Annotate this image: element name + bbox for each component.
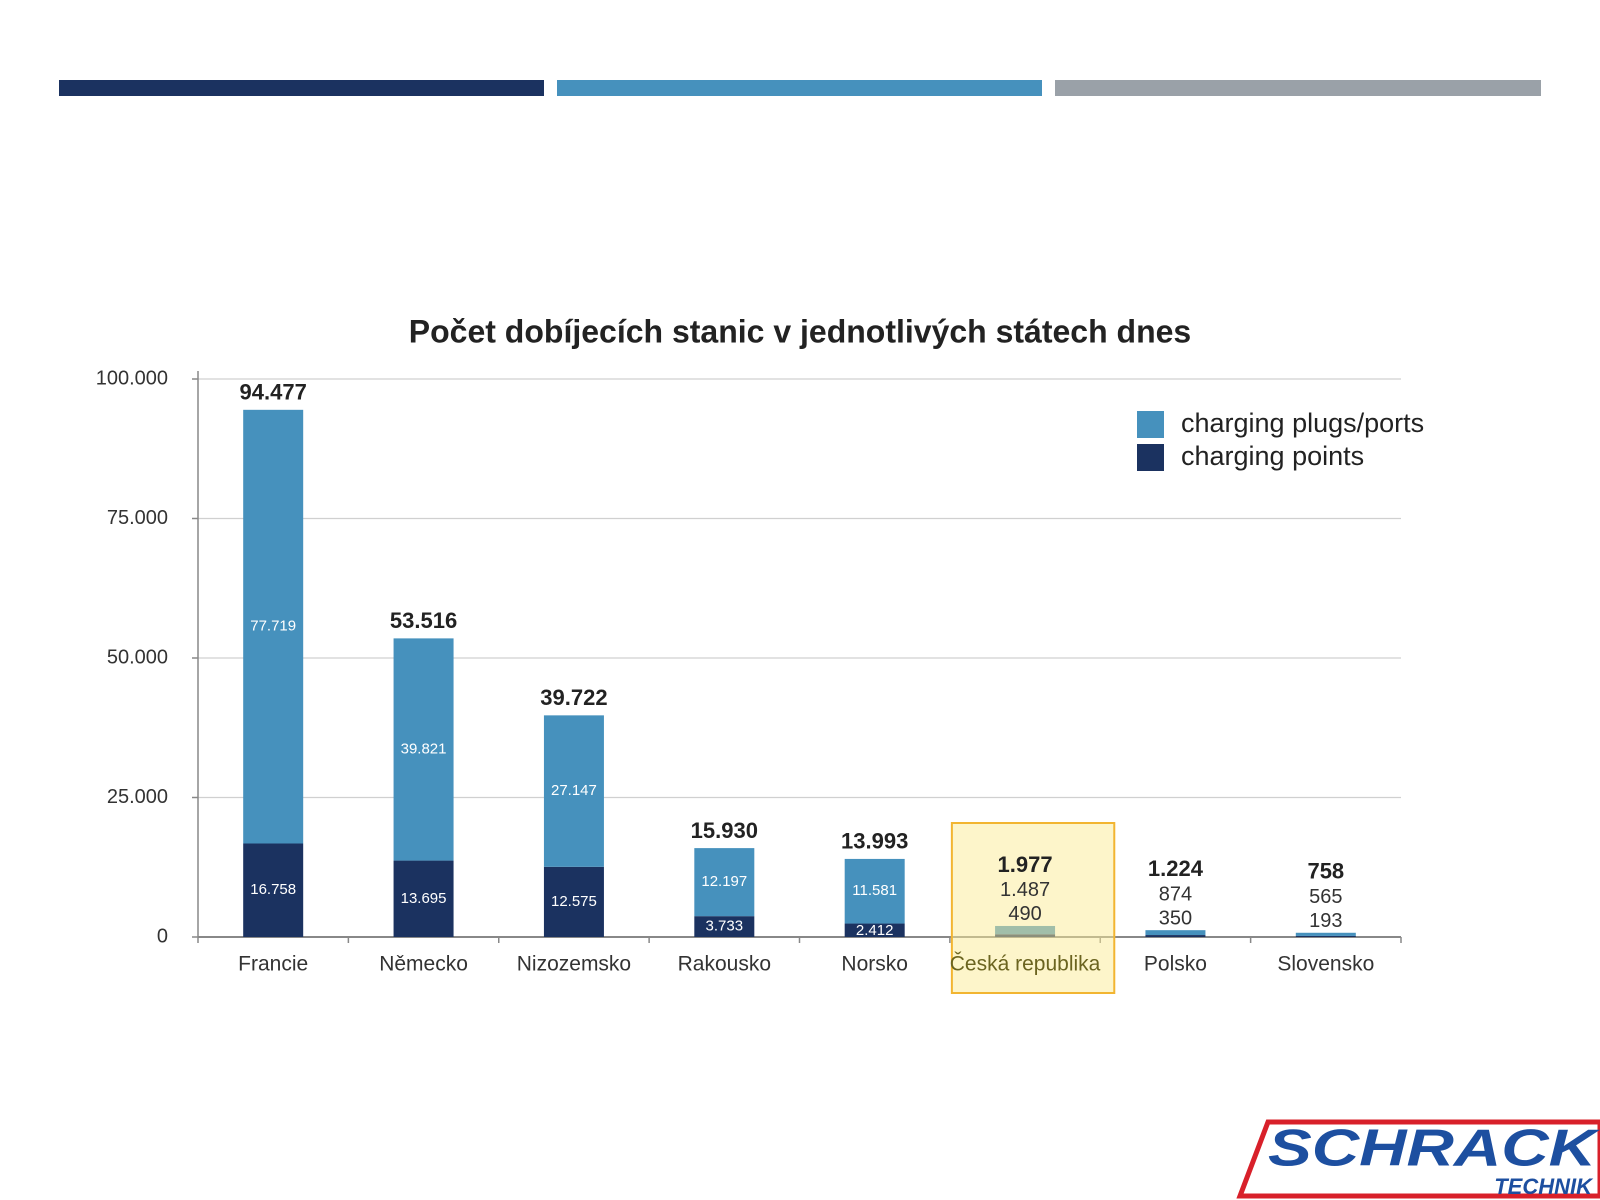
- y-tick-label: 100.000: [96, 367, 168, 389]
- value-label: 874: [1159, 883, 1192, 905]
- logo-sub: TECHNIK: [1494, 1174, 1594, 1199]
- total-label: 1.224: [1148, 856, 1204, 881]
- value-label: 16.758: [250, 881, 296, 898]
- header-bar: [59, 80, 544, 96]
- value-label: 27.147: [551, 782, 597, 799]
- bar-segment: [543, 715, 604, 867]
- legend-swatch: [1137, 444, 1164, 471]
- total-label: 15.930: [691, 818, 758, 843]
- value-label: 350: [1159, 907, 1192, 929]
- bar-segment: [393, 860, 454, 937]
- bar-segment: [694, 848, 755, 917]
- bar-segment: [243, 843, 304, 937]
- logo: SCHRACK TECHNIK: [1236, 1119, 1600, 1199]
- value-label: 2.412: [856, 922, 894, 939]
- total-label: 758: [1307, 859, 1344, 884]
- x-tick-label: Německo: [379, 953, 468, 976]
- y-tick-label: 25.000: [107, 786, 168, 808]
- value-label: 565: [1309, 886, 1342, 908]
- bar-segment: [243, 409, 304, 844]
- total-label: 39.722: [540, 685, 607, 710]
- logo-name: SCHRACK: [1268, 1120, 1600, 1178]
- header-bar: [1055, 80, 1541, 96]
- legend-swatch: [1137, 411, 1164, 438]
- value-label: 193: [1309, 910, 1342, 932]
- total-label: 13.993: [841, 829, 908, 854]
- value-label: 39.821: [401, 740, 447, 757]
- legend-label: charging plugs/ports: [1181, 408, 1424, 438]
- bar-segment: [1145, 935, 1206, 937]
- x-tick-label: Francie: [238, 953, 308, 976]
- x-tick-label: Slovensko: [1277, 953, 1374, 976]
- x-tick-label: Norsko: [841, 953, 908, 976]
- total-label: 1.977: [998, 852, 1053, 877]
- bar-segment: [1295, 932, 1356, 936]
- bar-segment: [844, 858, 905, 924]
- value-label: 12.197: [701, 873, 747, 890]
- x-tick-label: Polsko: [1144, 953, 1207, 976]
- bar-segment: [1145, 930, 1206, 936]
- value-label: 13.695: [401, 890, 447, 907]
- value-label: 11.581: [852, 882, 897, 899]
- y-tick-label: 75.000: [107, 507, 168, 529]
- value-label: 3.733: [706, 918, 744, 935]
- x-tick-label: Rakousko: [678, 953, 771, 976]
- total-label: 53.516: [390, 608, 457, 633]
- value-label: 490: [1008, 903, 1041, 925]
- header-bar: [557, 80, 1042, 96]
- bar-segment: [844, 923, 905, 937]
- total-label: 94.477: [240, 380, 307, 405]
- bar-segment: [694, 916, 755, 937]
- y-tick-label: 50.000: [107, 646, 168, 668]
- highlight-box: [950, 822, 1116, 994]
- y-tick-label: 0: [157, 925, 168, 947]
- chart-title: Počet dobíjecích stanic v jednotlivých s…: [409, 313, 1191, 349]
- x-tick-label: Česká republika: [950, 953, 1101, 976]
- value-label: 12.575: [551, 893, 597, 910]
- bar-segment: [543, 866, 604, 937]
- legend-label: charging points: [1181, 441, 1364, 471]
- x-tick-label: Nizozemsko: [517, 953, 631, 976]
- logo-frame: [1236, 1119, 1600, 1199]
- value-label: 77.719: [250, 618, 296, 635]
- value-label: 1.487: [1000, 879, 1050, 901]
- bar-segment: [1295, 935, 1356, 937]
- bar-segment: [393, 638, 454, 861]
